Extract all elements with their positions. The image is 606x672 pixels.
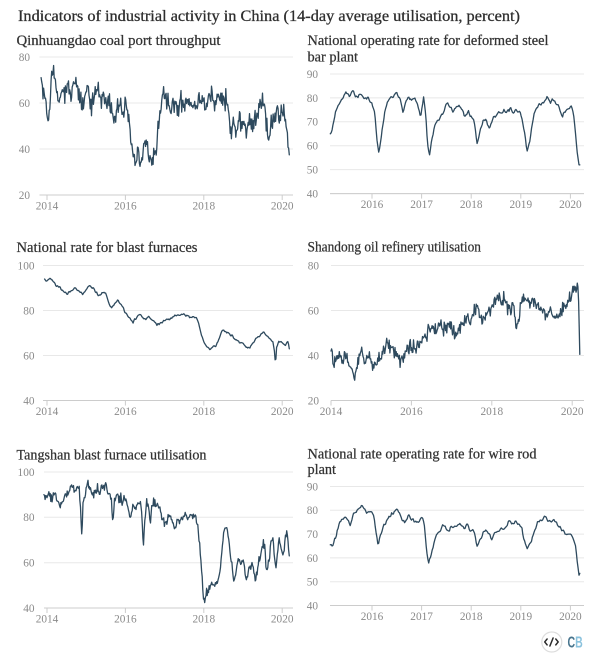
svg-text:90: 90 [307,69,319,81]
svg-text:80: 80 [23,305,35,317]
svg-text:National operating rate for de: National operating rate for deformed ste… [308,33,549,49]
svg-text:2020: 2020 [561,406,584,418]
svg-text:60: 60 [19,98,31,110]
svg-text:2016: 2016 [361,611,384,623]
svg-text:2019: 2019 [510,611,533,623]
svg-text:National rate operating rate f: National rate operating rate for wire ro… [308,447,537,463]
svg-text:2016: 2016 [361,199,384,211]
svg-text:Shandong oil refinery utilisat: Shandong oil refinery utilisation [308,240,482,256]
svg-text:90: 90 [307,481,319,493]
svg-text:2018: 2018 [193,614,216,626]
svg-text:2014: 2014 [320,406,343,418]
svg-text:2018: 2018 [193,201,216,213]
svg-text:2020: 2020 [271,406,294,418]
svg-text:50: 50 [307,577,319,589]
svg-text:80: 80 [23,512,35,524]
svg-text:2016: 2016 [114,201,137,213]
svg-text:40: 40 [23,395,35,407]
svg-text:80: 80 [19,52,31,64]
svg-text:2019: 2019 [510,199,533,211]
svg-text:2020: 2020 [271,614,294,626]
svg-text:40: 40 [307,189,319,201]
svg-text:40: 40 [308,350,320,362]
svg-text:2016: 2016 [114,406,137,418]
svg-text:20: 20 [19,190,31,202]
svg-text:40: 40 [23,603,35,615]
svg-text:60: 60 [23,350,35,362]
svg-text:80: 80 [308,260,320,272]
svg-text:2016: 2016 [400,406,423,418]
svg-text:60: 60 [23,558,35,570]
svg-text:Qinhuangdao coal port throughp: Qinhuangdao coal port throughput [17,33,221,49]
svg-text:National rate for blast furnac: National rate for blast furnaces [17,240,198,256]
svg-text:2016: 2016 [114,614,137,626]
svg-text:2020: 2020 [559,199,582,211]
svg-text:Tangshan blast furnace utilisa: Tangshan blast furnace utilisation [17,448,207,464]
svg-text:2017: 2017 [410,611,433,623]
svg-text:70: 70 [307,117,319,129]
svg-text:80: 80 [307,505,319,517]
svg-text:2018: 2018 [481,406,504,418]
svg-text:20: 20 [308,395,320,407]
svg-text:60: 60 [308,305,320,317]
svg-text:2018: 2018 [460,199,483,211]
svg-text:CB: CB [568,633,583,651]
svg-text:60: 60 [307,141,319,153]
svg-text:2014: 2014 [36,406,59,418]
svg-text:70: 70 [307,529,319,541]
svg-text:100: 100 [18,467,35,479]
svg-text:2014: 2014 [36,201,59,213]
svg-text:Indicators of industrial activ: Indicators of industrial activity in Chi… [18,7,520,25]
svg-text:60: 60 [307,553,319,565]
svg-text:plant: plant [308,462,337,478]
svg-text:2018: 2018 [460,611,483,623]
svg-text:bar plant: bar plant [308,50,359,66]
svg-text:40: 40 [19,144,31,156]
svg-text:40: 40 [307,600,319,612]
svg-text:2018: 2018 [193,406,216,418]
svg-text:2014: 2014 [36,614,59,626]
svg-text:2020: 2020 [559,611,582,623]
svg-text:50: 50 [307,165,319,177]
svg-text:2020: 2020 [271,201,294,213]
svg-text:2017: 2017 [410,199,433,211]
svg-text:80: 80 [307,93,319,105]
svg-text:100: 100 [18,260,35,272]
